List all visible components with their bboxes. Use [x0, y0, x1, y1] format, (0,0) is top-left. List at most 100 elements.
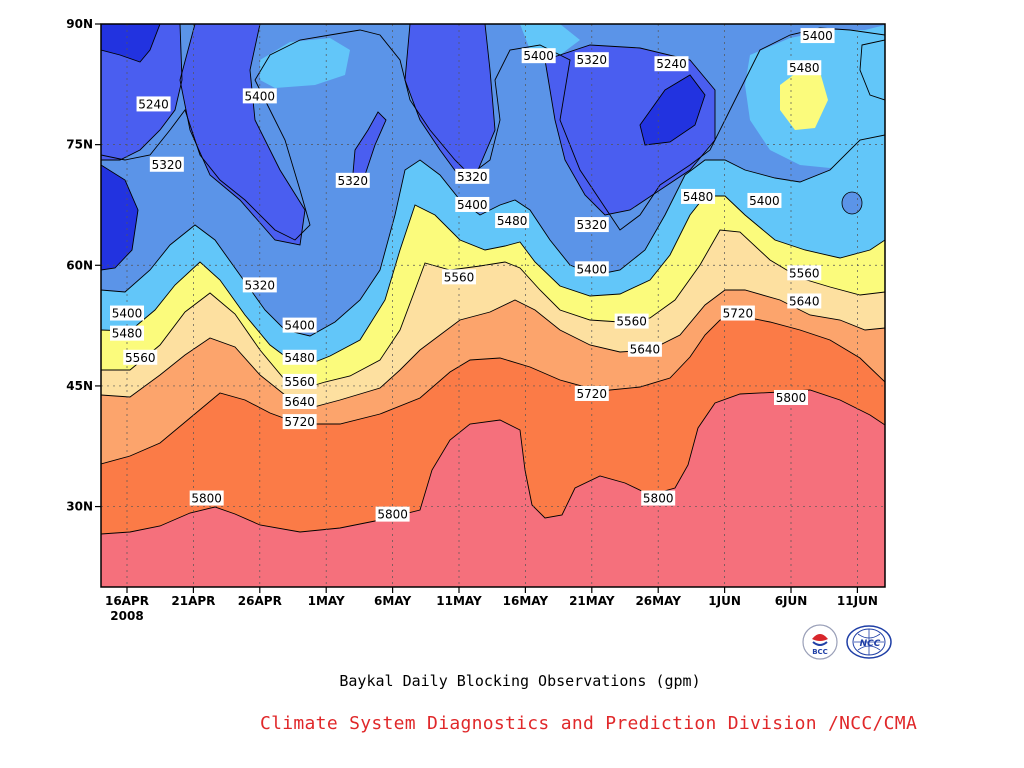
contour-line-5720 — [101, 315, 885, 465]
svg-text:5640: 5640 — [284, 395, 315, 409]
contour-label-5480: 5480 — [110, 325, 144, 341]
contour-label-5800: 5800 — [641, 490, 676, 506]
svg-text:5400: 5400 — [577, 262, 608, 276]
contour-lines — [101, 24, 885, 535]
contour-label-5320: 5320 — [455, 168, 490, 184]
x-tick-label: 26APR — [238, 594, 282, 608]
svg-text:5560: 5560 — [789, 266, 820, 280]
contour-label-5640: 5640 — [282, 394, 317, 410]
svg-text:5560: 5560 — [125, 351, 156, 365]
contour-label-5480: 5480 — [787, 60, 822, 76]
axis-ticks: 16APR 21APR 26APR 1MAY 6MAY 11MAY 16MAY 21MAY 26… — [66, 17, 878, 623]
svg-text:5720: 5720 — [723, 307, 754, 321]
contour-label-5400: 5400 — [110, 305, 144, 321]
svg-text:5320: 5320 — [577, 53, 608, 67]
svg-text:5720: 5720 — [577, 387, 608, 401]
x-tick-label: 6JUN — [775, 594, 808, 608]
svg-text:5240: 5240 — [656, 57, 687, 71]
contour-labels: 5400 5480 5560 5240 5320 5800 5400 5320 5400 5480… — [110, 28, 835, 522]
x-tick-label: 16MAY — [503, 594, 549, 608]
contour-label-5320: 5320 — [574, 52, 609, 68]
x-tick-label: 11MAY — [436, 594, 482, 608]
pocket-5400-mayn — [520, 24, 580, 55]
pocket-5240-may — [640, 75, 705, 145]
contour-label-5640: 5640 — [787, 293, 822, 309]
svg-text:5400: 5400 — [749, 194, 780, 208]
svg-text:5800: 5800 — [377, 508, 408, 522]
contour-fills — [101, 24, 885, 587]
svg-text:5720: 5720 — [284, 415, 315, 429]
svg-text:5480: 5480 — [497, 214, 528, 228]
svg-text:5800: 5800 — [191, 492, 222, 506]
y-tick-label: 60N — [66, 258, 93, 272]
band-above-5800 — [101, 390, 885, 587]
svg-text:5320: 5320 — [245, 278, 276, 292]
y-tick-label: 90N — [66, 17, 93, 31]
svg-text:5560: 5560 — [444, 270, 475, 284]
contour-line-5400 — [101, 134, 885, 337]
svg-text:5480: 5480 — [284, 351, 315, 365]
pocket-5320-west — [101, 24, 182, 160]
plot-frame — [100, 23, 886, 588]
svg-text:5400: 5400 — [245, 89, 276, 103]
contour-label-5560: 5560 — [442, 269, 476, 285]
pocket-5480-jun — [780, 70, 828, 130]
svg-text:5560: 5560 — [616, 315, 647, 329]
contour-outline-pocket-5320-east — [859, 39, 885, 101]
contour-label-5240: 5240 — [136, 96, 171, 112]
x-tick-label: 16APR — [105, 594, 149, 608]
contour-label-5480: 5480 — [282, 349, 317, 365]
contour-label-5240: 5240 — [654, 56, 689, 72]
contour-label-5720: 5720 — [282, 414, 317, 430]
y-tick-label: 75N — [66, 138, 93, 152]
contour-outline-pocket-5320-west — [101, 24, 183, 161]
contour-outline-pocket-5320-lmay — [544, 44, 716, 216]
svg-text:5400: 5400 — [802, 29, 833, 43]
svg-text:5400: 5400 — [112, 307, 143, 321]
bcc-logo-text: BCC — [812, 648, 828, 656]
contour-label-5560: 5560 — [614, 313, 649, 329]
x-tick-label: 6MAY — [374, 594, 411, 608]
contour-label-5400: 5400 — [521, 48, 556, 64]
contour-label-5320: 5320 — [149, 156, 184, 172]
pocket-5240-west — [101, 24, 160, 62]
contour-label-5400: 5400 — [455, 196, 490, 212]
svg-text:5560: 5560 — [284, 375, 315, 389]
pocket-5400-dot — [841, 191, 863, 215]
x-tick-label: 1MAY — [308, 594, 345, 608]
svg-text:5320: 5320 — [457, 170, 488, 184]
contour-outline-pocket-5240-may — [639, 74, 706, 146]
contour-label-5800: 5800 — [375, 506, 410, 522]
x-year-label: 2008 — [110, 609, 143, 623]
pocket-5400-apr — [260, 38, 350, 88]
svg-text:5480: 5480 — [112, 327, 143, 341]
contour-line-5480 — [101, 195, 885, 365]
contour-label-5560: 5560 — [123, 349, 158, 365]
contour-label-5320: 5320 — [335, 172, 370, 188]
contour-label-5800: 5800 — [774, 389, 808, 405]
contour-plot: 16APR 21APR 26APR 1MAY 6MAY 11MAY 16MAY 21MAY 26… — [66, 17, 886, 623]
pocket-5320-may — [405, 24, 495, 180]
svg-text:5480: 5480 — [789, 61, 820, 75]
contour-label-5720: 5720 — [720, 305, 755, 321]
svg-text:5320: 5320 — [152, 158, 183, 172]
contour-label-5400: 5400 — [242, 88, 277, 104]
svg-text:5800: 5800 — [776, 391, 807, 405]
x-tick-label: 21APR — [171, 594, 215, 608]
credit-line: Climate System Diagnostics and Predictio… — [260, 713, 918, 734]
contour-line-5800 — [101, 389, 885, 535]
contour-label-5400: 5400 — [282, 317, 317, 333]
contour-line-5640 — [101, 289, 885, 409]
pocket-5240-edge — [101, 165, 138, 270]
bcc-logo-icon: BCC — [802, 624, 838, 660]
contour-label-5320: 5320 — [242, 277, 277, 293]
pocket-5320-small — [352, 112, 386, 185]
pocket-5320-apr — [180, 24, 305, 245]
svg-text:5480: 5480 — [683, 190, 714, 204]
contour-label-5480: 5480 — [681, 188, 716, 204]
contour-outline-pocket-5240-edge — [101, 164, 139, 271]
contour-label-5800: 5800 — [189, 490, 224, 506]
x-tick-label: 1JUN — [708, 594, 741, 608]
svg-text:5320: 5320 — [337, 174, 368, 188]
svg-text:5240: 5240 — [138, 97, 169, 111]
